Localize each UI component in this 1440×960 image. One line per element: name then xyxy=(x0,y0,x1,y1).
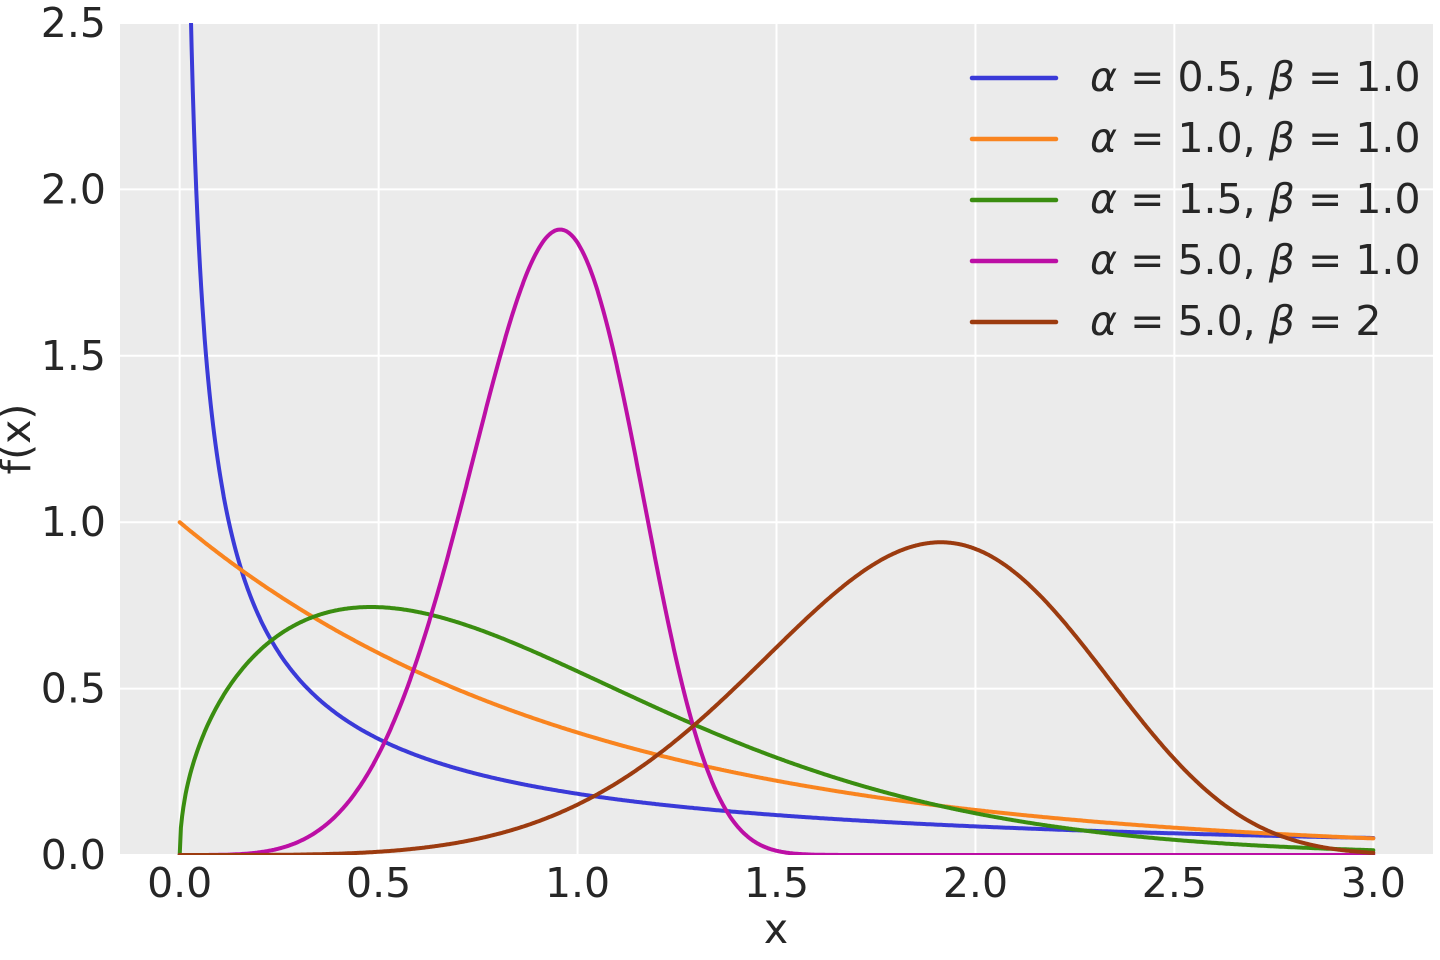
y-tick-label: 0.5 xyxy=(41,665,106,713)
x-tick-label: 2.0 xyxy=(943,859,1008,907)
legend-item: α = 5.0, β = 1.0 xyxy=(969,236,1421,284)
legend-label: α = 0.5, β = 1.0 xyxy=(1090,53,1421,101)
x-tick-label: 1.5 xyxy=(744,859,809,907)
legend-label: α = 5.0, β = 2 xyxy=(1090,297,1381,345)
y-axis-label: f(x) xyxy=(0,404,40,475)
x-tick-label: 2.5 xyxy=(1142,859,1207,907)
legend-item: α = 0.5, β = 1.0 xyxy=(969,53,1421,101)
pdf-curve-alpha-1.5-beta-1 xyxy=(177,605,1376,855)
legend-item: α = 1.0, β = 1.0 xyxy=(969,114,1421,162)
x-tick-label: 0.0 xyxy=(147,859,212,907)
pdf-curve-alpha-1-beta-1 xyxy=(177,520,1376,841)
pdf-curve-alpha-5-beta-1 xyxy=(177,227,1376,855)
legend-label: α = 1.0, β = 1.0 xyxy=(1090,114,1421,162)
pdf-curve-alpha-5-beta-2 xyxy=(177,540,1376,855)
legend-label: α = 1.5, β = 1.0 xyxy=(1090,175,1421,223)
legend: α = 0.5, β = 1.0 α = 1.0, β = 1.0 α = 1.5,… xyxy=(969,53,1421,345)
legend-label: α = 5.0, β = 1.0 xyxy=(1090,236,1421,284)
x-axis-label: x xyxy=(764,905,788,953)
y-tick-label: 2.0 xyxy=(41,165,106,213)
x-tick-label: 1.0 xyxy=(545,859,610,907)
legend-item: α = 1.5, β = 1.0 xyxy=(969,175,1421,223)
y-tick-label: 2.5 xyxy=(41,0,106,47)
pdf-curve-alpha-0.5-beta-1 xyxy=(189,23,1376,840)
y-tick-label: 1.5 xyxy=(41,332,106,380)
y-tick-label: 1.0 xyxy=(41,498,106,546)
legend-item: α = 5.0, β = 2 xyxy=(969,297,1381,345)
y-tick-label: 0.0 xyxy=(41,831,106,879)
x-tick-label: 0.5 xyxy=(346,859,411,907)
x-tick-label: 3.0 xyxy=(1341,859,1406,907)
